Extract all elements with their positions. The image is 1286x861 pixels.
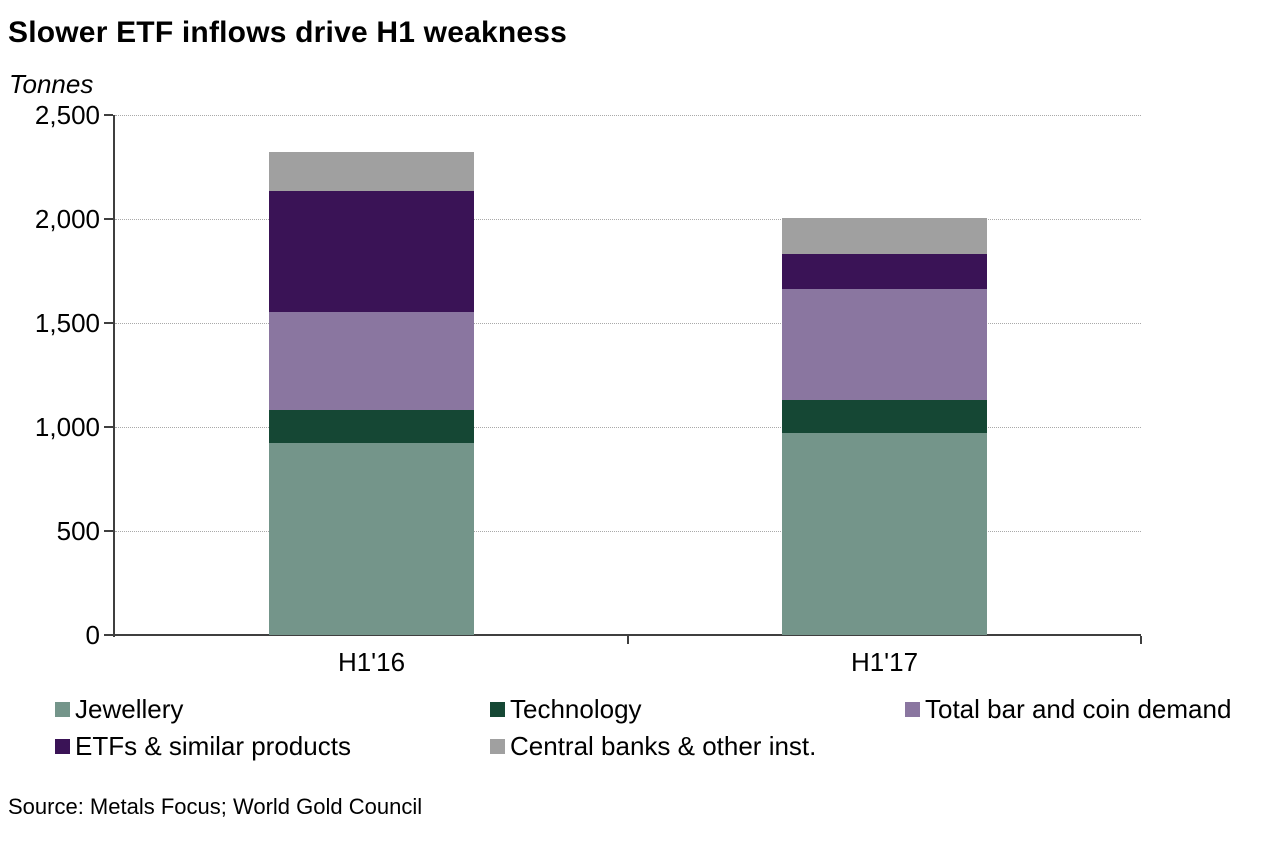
legend-label: Central banks & other inst. xyxy=(510,731,817,761)
legend-item: Total bar and coin demand xyxy=(905,695,1231,725)
legend-swatch xyxy=(490,702,505,717)
bar-segment xyxy=(781,288,988,400)
x-category-label: H1'17 xyxy=(850,647,919,677)
legend-item: Technology xyxy=(490,695,642,725)
bar-segment xyxy=(781,433,988,635)
x-category-label: H1'16 xyxy=(337,647,406,677)
y-tick-label: 2,500 xyxy=(34,100,100,130)
gridline xyxy=(115,323,1141,324)
x-tick xyxy=(1140,636,1142,644)
bar-segment xyxy=(268,410,475,443)
legend-item: Jewellery xyxy=(55,695,183,725)
y-tick xyxy=(104,114,113,116)
bar-segment xyxy=(781,254,988,289)
legend-label: Technology xyxy=(510,694,642,724)
legend-swatch xyxy=(55,702,70,717)
y-tick-label: 1,500 xyxy=(34,308,100,338)
gridline xyxy=(115,531,1141,532)
y-tick-label: 0 xyxy=(85,620,100,650)
bar-segment xyxy=(268,152,475,191)
y-tick xyxy=(104,634,113,636)
y-tick xyxy=(104,530,113,532)
y-tick xyxy=(104,218,113,220)
gridline xyxy=(115,219,1141,220)
y-tick-label: 2,000 xyxy=(34,204,100,234)
bar-segment xyxy=(268,311,475,411)
chart-title: Slower ETF inflows drive H1 weakness xyxy=(8,16,568,49)
legend-swatch xyxy=(55,739,70,754)
gridline xyxy=(115,115,1141,116)
legend-label: Jewellery xyxy=(75,694,184,724)
y-tick xyxy=(104,322,113,324)
bar-segment xyxy=(781,399,988,434)
legend-swatch xyxy=(905,702,920,717)
y-axis-line xyxy=(113,115,115,637)
source-text: Source: Metals Focus; World Gold Council xyxy=(8,794,423,819)
x-tick xyxy=(627,636,629,644)
bar-segment xyxy=(268,442,475,635)
y-tick-label: 500 xyxy=(56,516,100,546)
legend-label: ETFs & similar products xyxy=(75,731,351,761)
legend-item: Central banks & other inst. xyxy=(490,732,816,762)
y-tick-label: 1,000 xyxy=(34,412,100,442)
legend-label: Total bar and coin demand xyxy=(925,694,1232,724)
legend-swatch xyxy=(490,739,505,754)
legend-item: ETFs & similar products xyxy=(55,732,351,762)
bar-segment xyxy=(781,217,988,255)
bar-segment xyxy=(268,190,475,312)
x-axis-line xyxy=(113,634,1141,636)
gridline xyxy=(115,427,1141,428)
y-tick xyxy=(104,426,113,428)
y-axis-unit-label: Tonnes xyxy=(9,69,94,99)
